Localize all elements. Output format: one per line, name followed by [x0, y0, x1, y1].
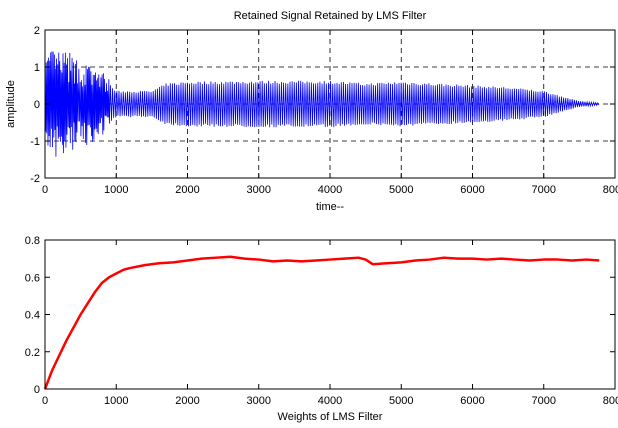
x-tick-label: 0	[42, 184, 48, 196]
x-tick-label: 2000	[175, 184, 199, 196]
x-tick-label: 6000	[460, 184, 484, 196]
x-tick-label: 5000	[389, 395, 413, 407]
x-tick-label: 1000	[104, 395, 128, 407]
x-tick-label: 7000	[532, 184, 556, 196]
x-tick-label: 4000	[318, 184, 342, 196]
x-tick-label: 6000	[460, 395, 484, 407]
signal-line	[44, 51, 600, 157]
y-tick-label: 0.8	[25, 235, 40, 247]
y-tick-label: 0	[34, 99, 40, 111]
x-tick-label: 2000	[175, 395, 199, 407]
x-tick-label: 4000	[318, 395, 342, 407]
x-tick-label: 5000	[389, 184, 413, 196]
y-tick-label: 0.2	[25, 347, 40, 359]
x-tick-label: 7000	[532, 395, 556, 407]
y-tick-label: 0.6	[25, 272, 40, 284]
y-tick-label: 0	[34, 384, 40, 396]
top-subplot: Retained Signal Retained by LMS Filter 0…	[5, 10, 618, 213]
y-tick-label: 2	[34, 25, 40, 37]
top-x-axis-label: time--	[316, 201, 344, 213]
x-tick-label: 0	[42, 395, 48, 407]
y-tick-label: -2	[30, 173, 40, 185]
y-tick-label: 1	[34, 62, 40, 74]
y-tick-label: -1	[30, 136, 40, 148]
x-tick-label: 3000	[247, 395, 271, 407]
bottom-x-axis-label: Weights of LMS Filter	[278, 411, 383, 423]
top-signal-series	[44, 51, 600, 157]
top-y-axis-label: amplitude	[5, 80, 17, 128]
y-tick-label: 0.4	[25, 310, 40, 322]
x-tick-label: 3000	[247, 184, 271, 196]
top-chart-title: Retained Signal Retained by LMS Filter	[234, 10, 427, 22]
bottom-weights-series	[43, 255, 600, 390]
weights-line	[43, 255, 600, 390]
x-tick-label: 1000	[104, 184, 128, 196]
